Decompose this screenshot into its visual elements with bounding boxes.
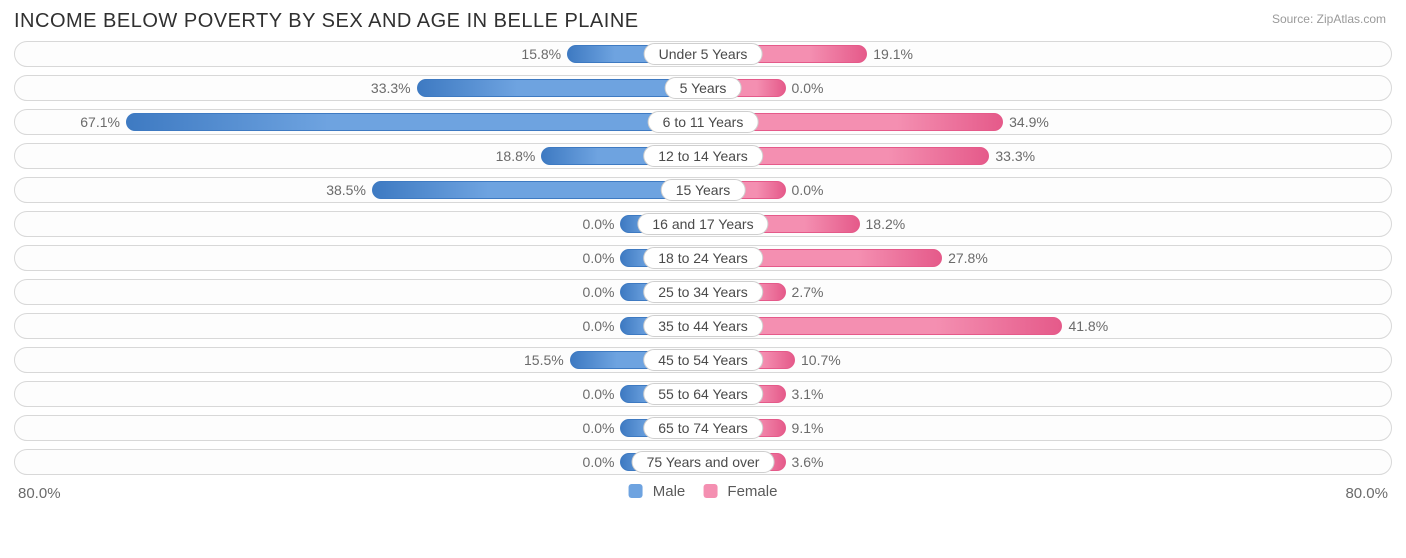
category-label: 35 to 44 Years — [643, 315, 763, 337]
chart-row: 0.0% 3.6% 75 Years and over — [14, 449, 1392, 475]
legend-female: Female — [703, 483, 777, 500]
axis-legend-row: 80.0% 80.0% Male Female — [14, 483, 1392, 507]
chart-row: 15.8% 19.1% Under 5 Years — [14, 41, 1392, 67]
category-label: 75 Years and over — [632, 451, 775, 473]
male-value: 0.0% — [583, 280, 621, 304]
male-value: 0.0% — [583, 246, 621, 270]
male-value: 0.0% — [583, 382, 621, 406]
chart-row: 15.5% 10.7% 45 to 54 Years — [14, 347, 1392, 373]
chart-row: 0.0% 3.1% 55 to 64 Years — [14, 381, 1392, 407]
legend: Male Female — [629, 483, 778, 500]
male-value: 33.3% — [371, 76, 417, 100]
category-label: 15 Years — [661, 179, 746, 201]
axis-max-left: 80.0% — [18, 485, 61, 502]
female-value: 27.8% — [942, 246, 988, 270]
category-label: 12 to 14 Years — [643, 145, 763, 167]
category-label: Under 5 Years — [644, 43, 763, 65]
category-label: 18 to 24 Years — [643, 247, 763, 269]
axis-max-right: 80.0% — [1345, 485, 1388, 502]
legend-swatch-female — [703, 484, 717, 498]
female-value: 18.2% — [860, 212, 906, 236]
male-value: 38.5% — [326, 178, 372, 202]
male-value: 0.0% — [583, 212, 621, 236]
chart-row: 0.0% 18.2% 16 and 17 Years — [14, 211, 1392, 237]
diverging-bar-chart: 15.8% 19.1% Under 5 Years 33.3% 0.0% 5 Years 6… — [14, 41, 1392, 475]
female-value: 10.7% — [795, 348, 841, 372]
chart-row: 33.3% 0.0% 5 Years — [14, 75, 1392, 101]
legend-male: Male — [629, 483, 686, 500]
legend-female-label: Female — [727, 483, 777, 500]
legend-swatch-male — [629, 484, 643, 498]
chart-title: INCOME BELOW POVERTY BY SEX AND AGE IN B… — [14, 10, 1392, 33]
female-value: 2.7% — [786, 280, 824, 304]
category-label: 6 to 11 Years — [648, 111, 759, 133]
legend-male-label: Male — [653, 483, 686, 500]
chart-row: 0.0% 41.8% 35 to 44 Years — [14, 313, 1392, 339]
male-value: 0.0% — [583, 416, 621, 440]
male-value: 15.8% — [521, 42, 567, 66]
female-value: 34.9% — [1003, 110, 1049, 134]
category-label: 16 and 17 Years — [637, 213, 768, 235]
chart-row: 18.8% 33.3% 12 to 14 Years — [14, 143, 1392, 169]
female-value: 9.1% — [786, 416, 824, 440]
male-value: 0.0% — [583, 314, 621, 338]
male-value: 67.1% — [80, 110, 126, 134]
chart-row: 0.0% 2.7% 25 to 34 Years — [14, 279, 1392, 305]
female-value: 33.3% — [989, 144, 1035, 168]
female-value: 3.1% — [786, 382, 824, 406]
male-bar — [372, 181, 703, 199]
female-value: 19.1% — [867, 42, 913, 66]
category-label: 65 to 74 Years — [643, 417, 763, 439]
category-label: 55 to 64 Years — [643, 383, 763, 405]
female-value: 0.0% — [786, 178, 824, 202]
female-value: 41.8% — [1062, 314, 1108, 338]
male-bar — [417, 79, 703, 97]
male-value: 18.8% — [496, 144, 542, 168]
male-value: 0.0% — [583, 450, 621, 474]
source-attribution: Source: ZipAtlas.com — [1272, 12, 1386, 26]
male-value: 15.5% — [524, 348, 570, 372]
category-label: 25 to 34 Years — [643, 281, 763, 303]
category-label: 45 to 54 Years — [643, 349, 763, 371]
chart-row: 67.1% 34.9% 6 to 11 Years — [14, 109, 1392, 135]
chart-row: 0.0% 27.8% 18 to 24 Years — [14, 245, 1392, 271]
female-value: 0.0% — [786, 76, 824, 100]
chart-row: 0.0% 9.1% 65 to 74 Years — [14, 415, 1392, 441]
male-bar — [126, 113, 703, 131]
chart-row: 38.5% 0.0% 15 Years — [14, 177, 1392, 203]
category-label: 5 Years — [665, 77, 742, 99]
female-value: 3.6% — [786, 450, 824, 474]
